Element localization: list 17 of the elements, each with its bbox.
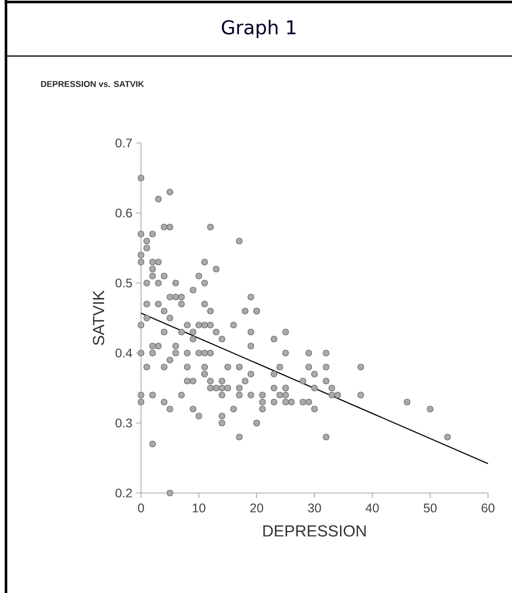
x-tick-label: 10	[192, 504, 206, 512]
x-tick-label: 0	[138, 504, 144, 512]
chart-subtitle: DEPRESSION vs. SATVIK	[41, 80, 144, 87]
chart-title: Graph 1	[222, 20, 296, 38]
x-tick-label: 50	[424, 504, 437, 512]
y-tick-label: 0.3	[116, 418, 132, 428]
x-axis-title: DEPRESSION	[263, 525, 366, 537]
y-tick-label: 0.6	[116, 208, 132, 218]
y-tick-label: 0.5	[116, 278, 132, 288]
y-tick-label: 0.2	[116, 488, 132, 498]
y-tick-label: 0.4	[116, 348, 132, 358]
x-tick-label: 60	[482, 504, 494, 512]
y-axis-title: SATVIK	[92, 290, 104, 346]
x-tick-label: 30	[308, 504, 321, 512]
x-tick-label: 20	[250, 504, 264, 512]
y-tick-label: 0.7	[116, 138, 132, 148]
x-tick-label: 40	[366, 504, 379, 512]
